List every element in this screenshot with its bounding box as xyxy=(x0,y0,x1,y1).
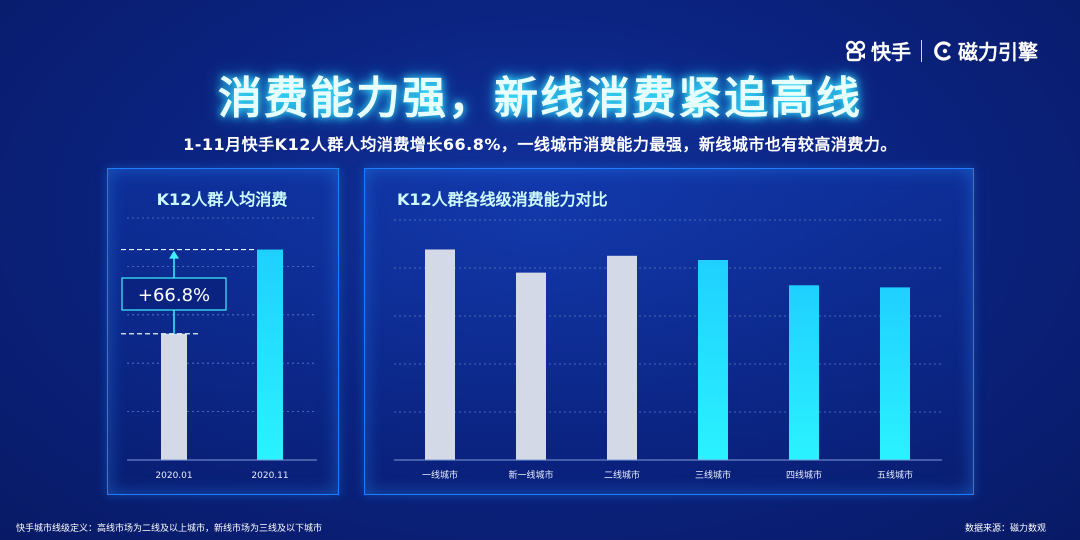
cili-label: 磁力引擎 xyxy=(958,40,1038,64)
tick-label: 三线城市 xyxy=(695,469,731,481)
bar-五线城市 xyxy=(880,287,910,460)
bar-一线城市 xyxy=(425,249,455,460)
growth-box xyxy=(121,277,227,311)
tick-label: 一线城市 xyxy=(422,469,458,481)
bar-三线城市 xyxy=(698,260,728,460)
tick-label: 2020.11 xyxy=(251,471,288,481)
bar-2020.01 xyxy=(161,333,187,460)
right-chart-title: K12人群各线级消费能力对比 xyxy=(397,190,608,209)
brand-logos: 快手 磁力引擎 xyxy=(845,36,1038,65)
up-arrow-icon xyxy=(169,250,179,259)
kuaishou-icon xyxy=(845,40,866,61)
footer-source: 数据来源：磁力数观 xyxy=(964,524,1046,534)
right-chart: 一线城市 新一线城市 二线城市 三线城市 四线城市 五线城市 xyxy=(394,219,942,481)
tick-label: 新一线城市 xyxy=(508,469,553,481)
left-chart-gridlines xyxy=(127,217,317,413)
growth-label: +66.8% xyxy=(138,285,210,306)
cili-icon xyxy=(934,40,951,61)
footer-definition: 快手城市线级定义：高线市场为二线及以上城市，新线市场为三线及以下城市 xyxy=(16,524,323,534)
bar-二线城市 xyxy=(607,255,637,460)
logo-divider xyxy=(921,39,922,62)
left-chart-bars xyxy=(161,249,283,460)
left-chart: 2020.01 2020.11 +66.8% xyxy=(121,217,317,481)
page-title: 消费能力强，新线消费紧追高线 xyxy=(218,73,862,124)
left-chart-title: K12人群人均消费 xyxy=(156,190,288,209)
cili-logo: 磁力引擎 xyxy=(932,36,1038,65)
tick-label: 五线城市 xyxy=(877,469,913,481)
left-chart-tick-labels: 2020.01 2020.11 xyxy=(155,471,288,481)
right-chart-panel xyxy=(364,168,974,495)
bar-四线城市 xyxy=(789,285,819,460)
bar-2020.11 xyxy=(257,249,283,460)
kuaishou-label: 快手 xyxy=(871,40,911,64)
tick-label: 二线城市 xyxy=(604,469,640,481)
growth-annotation: +66.8% xyxy=(121,248,257,335)
left-chart-panel xyxy=(107,168,339,495)
kuaishou-logo: 快手 xyxy=(845,36,911,65)
bar-新一线城市 xyxy=(516,272,546,460)
right-chart-bars xyxy=(425,249,910,460)
page-subtitle: 1-11月快手K12人群人均消费增长66.8%，一线城市消费能力最强，新线城市也… xyxy=(183,135,897,154)
right-chart-tick-labels: 一线城市 新一线城市 二线城市 三线城市 四线城市 五线城市 xyxy=(422,469,913,481)
tick-label: 四线城市 xyxy=(786,469,822,481)
right-chart-gridlines xyxy=(394,219,942,413)
tick-label: 2020.01 xyxy=(155,471,192,481)
